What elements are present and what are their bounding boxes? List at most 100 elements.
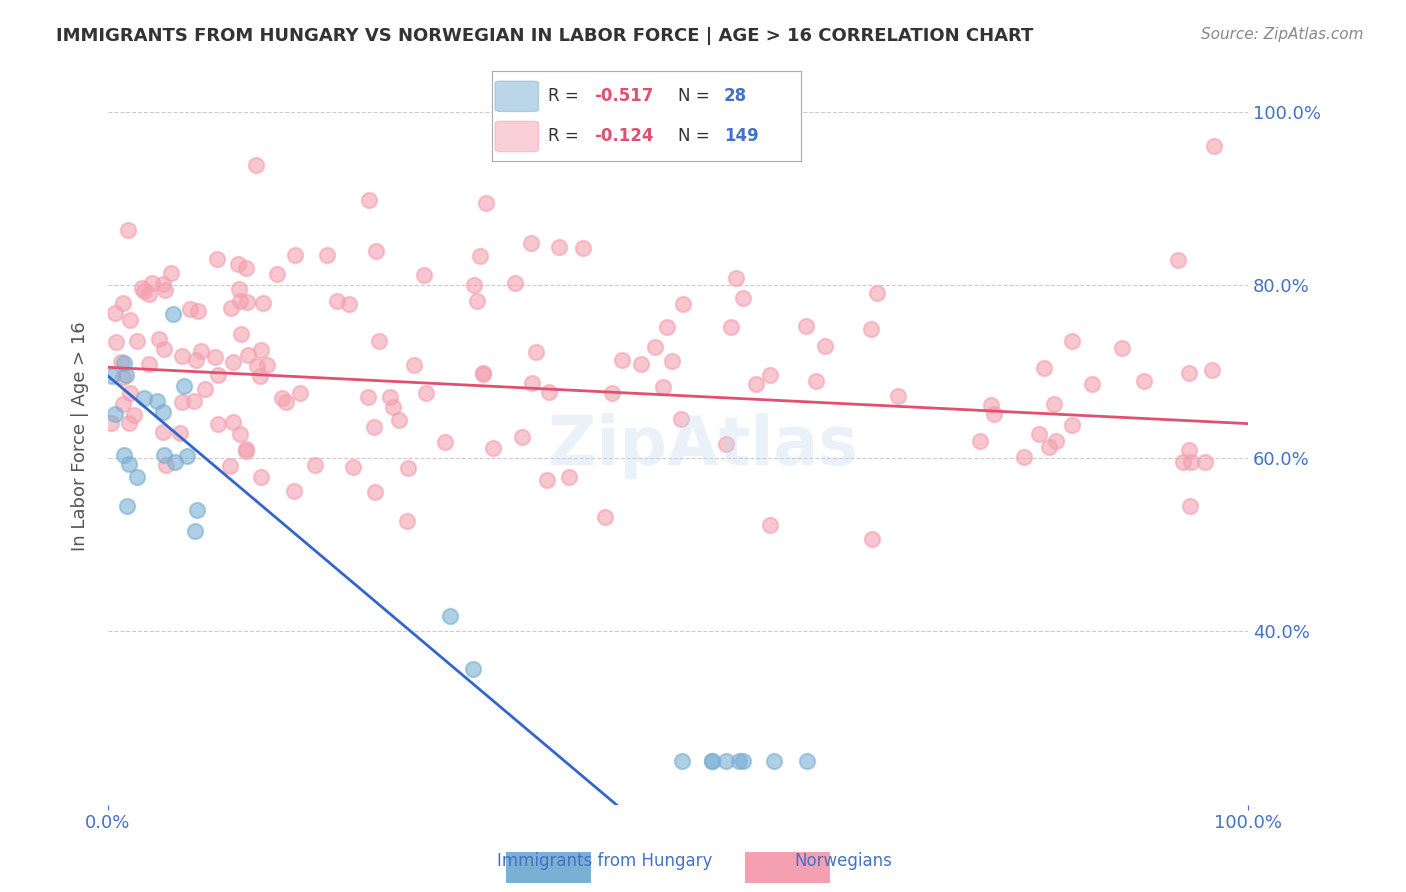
Point [510, 430, 533, 444]
Point [1180, 455, 1202, 469]
Point [169, 425, 191, 440]
Point [731, 291, 754, 305]
Point [1178, 367, 1201, 381]
Point [1062, 334, 1084, 349]
Point [733, 755, 755, 769]
Point [671, 755, 693, 769]
Point [283, 484, 305, 499]
Text: -0.124: -0.124 [595, 128, 654, 145]
Point [252, 295, 274, 310]
Point [720, 319, 742, 334]
Point [172, 395, 194, 409]
Point [630, 357, 652, 371]
Point [101, 368, 124, 383]
Point [503, 276, 526, 290]
Point [304, 458, 326, 472]
Point [141, 276, 163, 290]
Point [326, 294, 349, 309]
Point [138, 287, 160, 301]
Point [363, 484, 385, 499]
Point [1132, 375, 1154, 389]
Point [186, 503, 208, 517]
Point [468, 249, 491, 263]
Point [153, 283, 176, 297]
Point [122, 409, 145, 423]
Point [222, 415, 245, 429]
Point [176, 450, 198, 464]
Point [205, 252, 228, 266]
Point [204, 351, 226, 365]
Point [159, 266, 181, 280]
Point [1038, 440, 1060, 454]
Point [600, 386, 623, 401]
Point [727, 755, 749, 769]
Point [1028, 427, 1050, 442]
Point [162, 307, 184, 321]
Point [796, 755, 818, 769]
Point [745, 376, 768, 391]
Point [229, 426, 252, 441]
Point [612, 352, 634, 367]
Point [524, 344, 547, 359]
Text: R =: R = [548, 128, 583, 145]
Point [288, 386, 311, 401]
Point [669, 412, 692, 426]
Point [395, 515, 418, 529]
Point [100, 416, 122, 430]
Point [794, 318, 817, 333]
Point [132, 391, 155, 405]
Point [165, 454, 187, 468]
Point [595, 509, 617, 524]
Point [413, 268, 436, 282]
Point [1202, 139, 1225, 153]
Point [115, 368, 138, 382]
Y-axis label: In Labor Force | Age > 16: In Labor Force | Age > 16 [72, 322, 89, 551]
Point [152, 448, 174, 462]
Point [368, 334, 391, 348]
Point [173, 379, 195, 393]
Point [112, 397, 135, 411]
Point [714, 755, 737, 769]
Point [655, 320, 678, 334]
Point [481, 441, 503, 455]
Point [274, 395, 297, 409]
Point [439, 608, 461, 623]
Point [415, 386, 437, 401]
Point [184, 352, 207, 367]
Point [520, 236, 543, 251]
Point [315, 248, 337, 262]
Point [860, 322, 883, 336]
Text: R =: R = [548, 87, 583, 105]
Point [249, 368, 271, 383]
Point [356, 390, 378, 404]
Point [463, 277, 485, 292]
Point [1201, 362, 1223, 376]
FancyBboxPatch shape [495, 121, 538, 152]
Point [1194, 455, 1216, 469]
Point [218, 458, 240, 473]
Point [714, 437, 737, 451]
Point [235, 442, 257, 457]
Point [724, 270, 747, 285]
Text: Norwegians: Norwegians [794, 852, 893, 870]
Point [1178, 499, 1201, 513]
Point [1178, 443, 1201, 458]
Text: 28: 28 [724, 87, 747, 105]
Point [363, 419, 385, 434]
Point [183, 394, 205, 409]
Point [148, 332, 170, 346]
Point [434, 435, 457, 450]
Text: IMMIGRANTS FROM HUNGARY VS NORWEGIAN IN LABOR FORCE | AGE > 16 CORRELATION CHART: IMMIGRANTS FROM HUNGARY VS NORWEGIAN IN … [56, 27, 1033, 45]
FancyBboxPatch shape [495, 81, 538, 112]
Point [759, 518, 782, 533]
Point [520, 376, 543, 390]
Point [1043, 397, 1066, 411]
Point [887, 389, 910, 403]
Point [103, 305, 125, 319]
Point [118, 416, 141, 430]
Point [229, 293, 252, 308]
Point [222, 355, 245, 369]
Point [250, 470, 273, 484]
Point [700, 755, 723, 769]
Point [155, 458, 177, 473]
